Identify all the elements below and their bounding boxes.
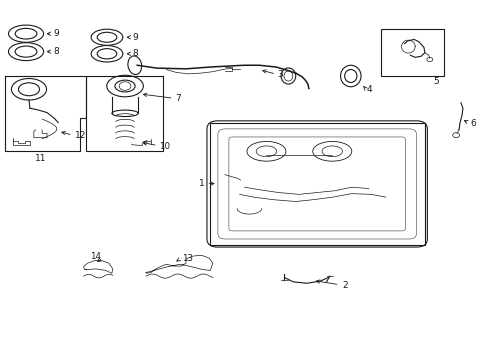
Text: 1: 1: [198, 179, 204, 188]
Text: 13: 13: [181, 254, 192, 263]
Text: 10: 10: [159, 142, 170, 151]
Text: 8: 8: [133, 49, 138, 58]
Text: 9: 9: [133, 33, 138, 42]
Text: 9: 9: [53, 29, 59, 38]
Bar: [380, 29, 444, 76]
Text: 2: 2: [341, 281, 347, 290]
Text: 4: 4: [366, 85, 372, 94]
Bar: [210, 123, 424, 244]
Bar: [86, 76, 163, 150]
Text: 6: 6: [469, 119, 475, 128]
Text: 14: 14: [89, 252, 101, 261]
Text: 12: 12: [75, 131, 86, 140]
Text: 5: 5: [432, 77, 438, 86]
Text: 3: 3: [277, 71, 283, 80]
Text: 11: 11: [35, 154, 46, 163]
Text: 7: 7: [175, 94, 181, 103]
Text: 8: 8: [53, 47, 59, 56]
